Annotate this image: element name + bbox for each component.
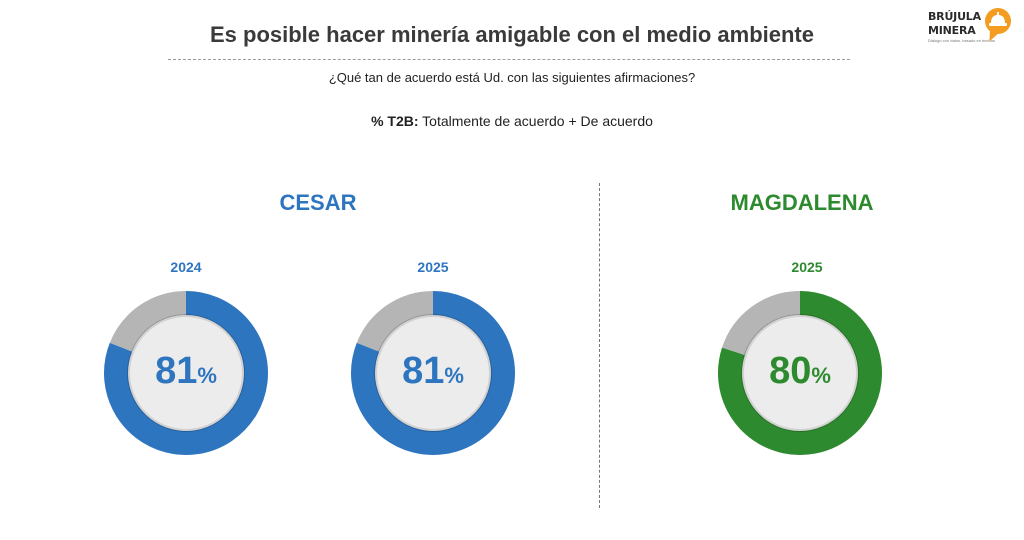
donut-chart-cesar-2024: 81% [103, 290, 269, 456]
page-title: Es posible hacer minería amigable con el… [210, 22, 814, 47]
donut-value-arc-magdalena-2025 [718, 291, 882, 455]
donut-remainder-arc-cesar-2025 [356, 291, 434, 353]
donut-inner-disc-magdalena-2025 [744, 317, 856, 429]
donut-number-magdalena-2025: 80 [769, 350, 812, 392]
donut-value-arc-cesar-2025 [351, 291, 515, 455]
donut-number-cesar-2025: 81 [402, 350, 445, 392]
donut-unit-cesar-2024: % [197, 363, 217, 388]
year-label-magdalena-2025: 2025 [791, 259, 823, 275]
logo-speech-bubble-icon [985, 8, 1011, 34]
donut-chart-cesar-2025: 81% [350, 290, 516, 456]
year-label-cesar-2024: 2024 [170, 259, 202, 275]
donut-svg-cesar-2025 [351, 291, 515, 455]
t2b-label: % T2B: [371, 113, 419, 129]
logo-text-line2: MINERA [928, 24, 976, 37]
donut-unit-magdalena-2025: % [811, 363, 831, 388]
donut-remainder-arc-magdalena-2025 [722, 291, 801, 356]
donut-unit-cesar-2025: % [444, 363, 464, 388]
donut-inner-disc-cesar-2025 [377, 317, 489, 429]
brujula-minera-logo: BRÚJULA MINERA Diálogo con datos, basado… [928, 8, 1018, 44]
region-title-cesar: CESAR [279, 190, 357, 215]
logo-tagline: Diálogo con datos, basado en hechos [928, 38, 995, 43]
donut-value-arc-cesar-2024 [104, 291, 268, 455]
year-label-cesar-2025: 2025 [417, 259, 449, 275]
helmet-icon [989, 12, 1007, 26]
logo-text-line1: BRÚJULA [928, 10, 981, 23]
region-divider [599, 183, 600, 508]
t2b-text: Totalmente de acuerdo + De acuerdo [422, 113, 653, 129]
region-title-magdalena: MAGDALENA [730, 190, 874, 215]
donut-svg-magdalena-2025 [718, 291, 882, 455]
t2b-definition: % T2B: Totalmente de acuerdo + De acuerd… [0, 113, 1024, 129]
donut-value-cesar-2025: 81% [350, 348, 516, 399]
survey-question: ¿Qué tan de acuerdo está Ud. con las sig… [328, 70, 696, 85]
donut-remainder-arc-cesar-2024 [109, 291, 187, 353]
donut-inner-disc-cesar-2024 [130, 317, 242, 429]
title-divider [168, 59, 850, 60]
donut-chart-magdalena-2025: 80% [717, 290, 883, 456]
donut-value-cesar-2024: 81% [103, 348, 269, 399]
donut-value-magdalena-2025: 80% [717, 348, 883, 399]
donut-number-cesar-2024: 81 [155, 350, 198, 392]
donut-svg-cesar-2024 [104, 291, 268, 455]
